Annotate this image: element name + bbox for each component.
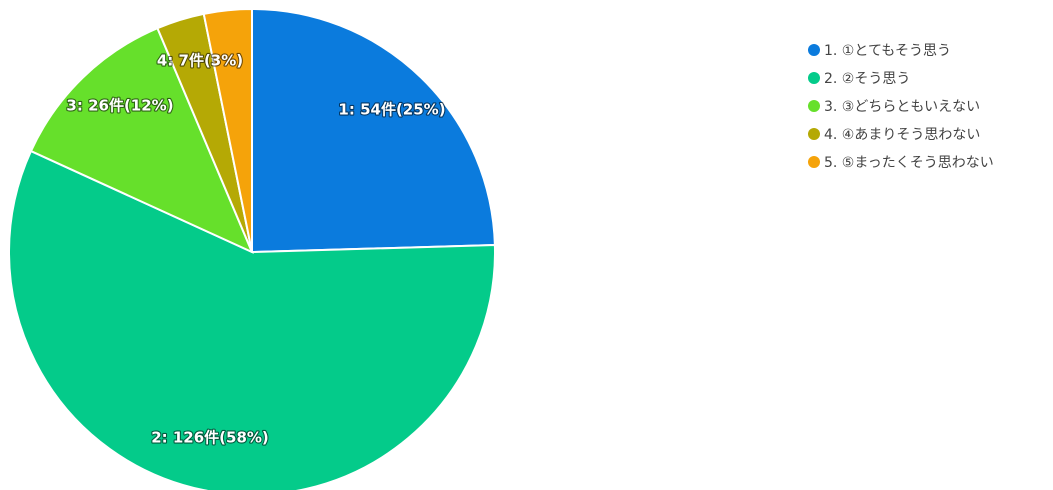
legend-item-4[interactable]: 4. ④あまりそう思わない bbox=[808, 120, 994, 148]
slice-label-3: 3: 26件(12%) bbox=[66, 97, 173, 115]
legend-label-2: 2. ②そう思う bbox=[824, 71, 911, 87]
pie-slice-2[interactable] bbox=[8, 149, 496, 490]
legend-item-1[interactable]: 1. ①とてもそう思う bbox=[808, 36, 994, 64]
legend-swatch-3-icon bbox=[808, 100, 820, 112]
legend-swatch-1-icon bbox=[808, 44, 820, 56]
legend-item-5[interactable]: 5. ⑤まったくそう思わない bbox=[808, 148, 994, 176]
legend-label-5: 5. ⑤まったくそう思わない bbox=[824, 155, 994, 171]
legend-label-3: 3. ③どちらともいえない bbox=[824, 99, 981, 115]
slice-label-2: 2: 126件(58%) bbox=[151, 429, 269, 447]
pie-slice-5[interactable] bbox=[202, 7, 253, 253]
legend-swatch-2-icon bbox=[808, 72, 820, 84]
slice-label-1: 1: 54件(25%) bbox=[338, 101, 445, 119]
legend-swatch-5-icon bbox=[808, 156, 820, 168]
legend: 1. ①とてもそう思う 2. ②そう思う 3. ③どちらともいえない 4. ④あ… bbox=[808, 36, 994, 176]
slice-label-4: 4: 7件(3%) bbox=[157, 52, 243, 70]
pie-slice-1[interactable] bbox=[251, 7, 496, 254]
legend-label-1: 1. ①とてもそう思う bbox=[824, 43, 951, 59]
legend-item-3[interactable]: 3. ③どちらともいえない bbox=[808, 92, 994, 120]
legend-swatch-4-icon bbox=[808, 128, 820, 140]
legend-label-4: 4. ④あまりそう思わない bbox=[824, 127, 981, 143]
legend-item-2[interactable]: 2. ②そう思う bbox=[808, 64, 994, 92]
pie-slice-3[interactable] bbox=[29, 26, 254, 254]
